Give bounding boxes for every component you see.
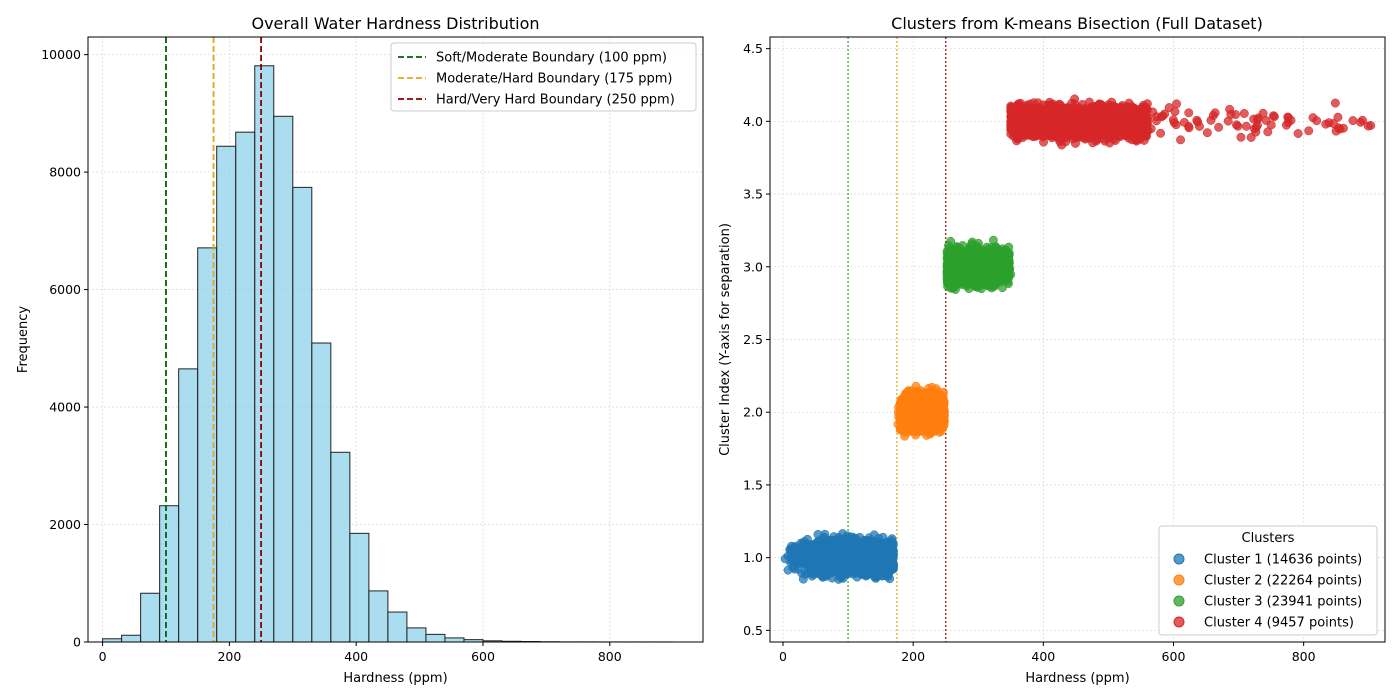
- data-point: [985, 249, 995, 259]
- data-point: [973, 238, 983, 248]
- data-point: [787, 545, 797, 555]
- y-tick-label: 8000: [49, 165, 81, 180]
- histogram-panel: Overall Water Hardness Distribution 0 200…: [16, 14, 704, 686]
- data-point: [917, 408, 927, 418]
- x-tick-label: 800: [598, 649, 622, 664]
- data-point: [864, 561, 873, 571]
- legend-label: Soft/Moderate Boundary (100 ppm): [436, 51, 667, 66]
- histogram-bar: [140, 592, 161, 643]
- data-point: [893, 408, 903, 417]
- data-point: [861, 540, 871, 550]
- histogram-x-ticks: 0 200 400 600 800: [99, 642, 622, 664]
- histogram-bar: [121, 634, 142, 643]
- data-point: [937, 418, 947, 428]
- histogram-bar: [406, 627, 427, 643]
- data-point: [886, 559, 896, 569]
- data-point: [1003, 252, 1013, 262]
- data-point: [804, 542, 814, 552]
- data-point: [830, 559, 840, 569]
- histogram-x-axis-label: Hardness (ppm): [343, 671, 447, 686]
- data-point: [901, 400, 911, 409]
- data-point: [947, 275, 957, 284]
- histogram-y-axis-label: Frequency: [16, 306, 31, 373]
- histogram-bar: [368, 590, 389, 643]
- histogram-bar: [311, 342, 332, 643]
- scatter-points: [780, 94, 1376, 584]
- data-point: [904, 418, 914, 428]
- data-point: [989, 281, 998, 291]
- legend-label: Hard/Very Hard Boundary (250 ppm): [436, 93, 675, 108]
- data-point: [937, 405, 947, 415]
- y-tick-label: 6000: [49, 282, 81, 297]
- histogram-legend-box: [390, 42, 697, 112]
- data-point: [858, 547, 868, 557]
- data-point: [1006, 269, 1016, 279]
- data-point: [970, 250, 980, 260]
- data-point: [826, 551, 836, 561]
- data-point: [998, 266, 1008, 276]
- histogram-reference-lines: [165, 37, 262, 642]
- data-point: [809, 563, 819, 573]
- histogram-bar: [178, 368, 199, 643]
- cluster-points-1: [780, 529, 899, 584]
- data-point: [953, 261, 963, 271]
- histogram-bar: [235, 131, 256, 643]
- histogram-bar: [349, 532, 370, 643]
- data-point: [855, 560, 864, 570]
- data-point: [971, 274, 981, 284]
- data-point: [993, 250, 1003, 260]
- scatter-title: Clusters from K-means Bisection (Full Da…: [891, 14, 1263, 33]
- histogram-y-ticks: 0 2000 4000 6000 8000 10000: [41, 47, 88, 650]
- data-point: [817, 554, 827, 564]
- y-tick-label: 0: [73, 635, 81, 650]
- data-point: [844, 544, 854, 554]
- histogram-bar: [254, 65, 275, 643]
- histogram-plot-frame: [87, 36, 704, 643]
- data-point: [869, 548, 879, 557]
- data-point: [876, 560, 886, 570]
- data-point: [900, 431, 910, 441]
- scatter-panel: Clusters from K-means Bisection (Full Da…: [718, 14, 1386, 686]
- legend-label: Moderate/Hard Boundary (175 ppm): [436, 72, 672, 87]
- x-tick-label: 0: [99, 649, 107, 664]
- data-point: [946, 252, 956, 262]
- data-point: [783, 565, 793, 575]
- y-tick-label: 2000: [49, 517, 81, 532]
- data-point: [811, 547, 821, 557]
- data-point: [904, 386, 914, 396]
- histogram-bar: [387, 611, 408, 643]
- histogram-bar: [273, 115, 294, 643]
- histogram-bar: [292, 186, 313, 643]
- histogram-bar: [216, 145, 237, 643]
- data-point: [882, 540, 892, 550]
- x-tick-label: 400: [344, 649, 368, 664]
- data-point: [838, 529, 848, 538]
- histogram-bar: [425, 633, 446, 643]
- data-point: [956, 269, 966, 279]
- data-point: [977, 259, 987, 269]
- histogram-bar: [159, 505, 180, 643]
- histogram-bar: [444, 637, 465, 643]
- data-point: [930, 424, 940, 434]
- data-point: [786, 558, 795, 567]
- y-tick-label: 10000: [41, 47, 81, 62]
- y-tick-label: 4000: [49, 400, 81, 415]
- data-point: [989, 263, 999, 273]
- histogram-title: Overall Water Hardness Distribution: [251, 14, 539, 33]
- histogram-bar: [330, 451, 351, 643]
- histogram-bars: [102, 65, 674, 643]
- x-tick-label: 600: [471, 649, 495, 664]
- data-point: [922, 388, 932, 398]
- cluster-points-3: [942, 235, 1016, 294]
- data-point: [820, 529, 830, 539]
- histogram-legend: Soft/Moderate Boundary (100 ppm) Moderate…: [390, 42, 697, 112]
- data-point: [827, 539, 836, 549]
- cluster-points-2: [893, 381, 949, 441]
- x-tick-label: 200: [217, 649, 241, 664]
- data-point: [878, 532, 888, 542]
- data-point: [962, 252, 972, 262]
